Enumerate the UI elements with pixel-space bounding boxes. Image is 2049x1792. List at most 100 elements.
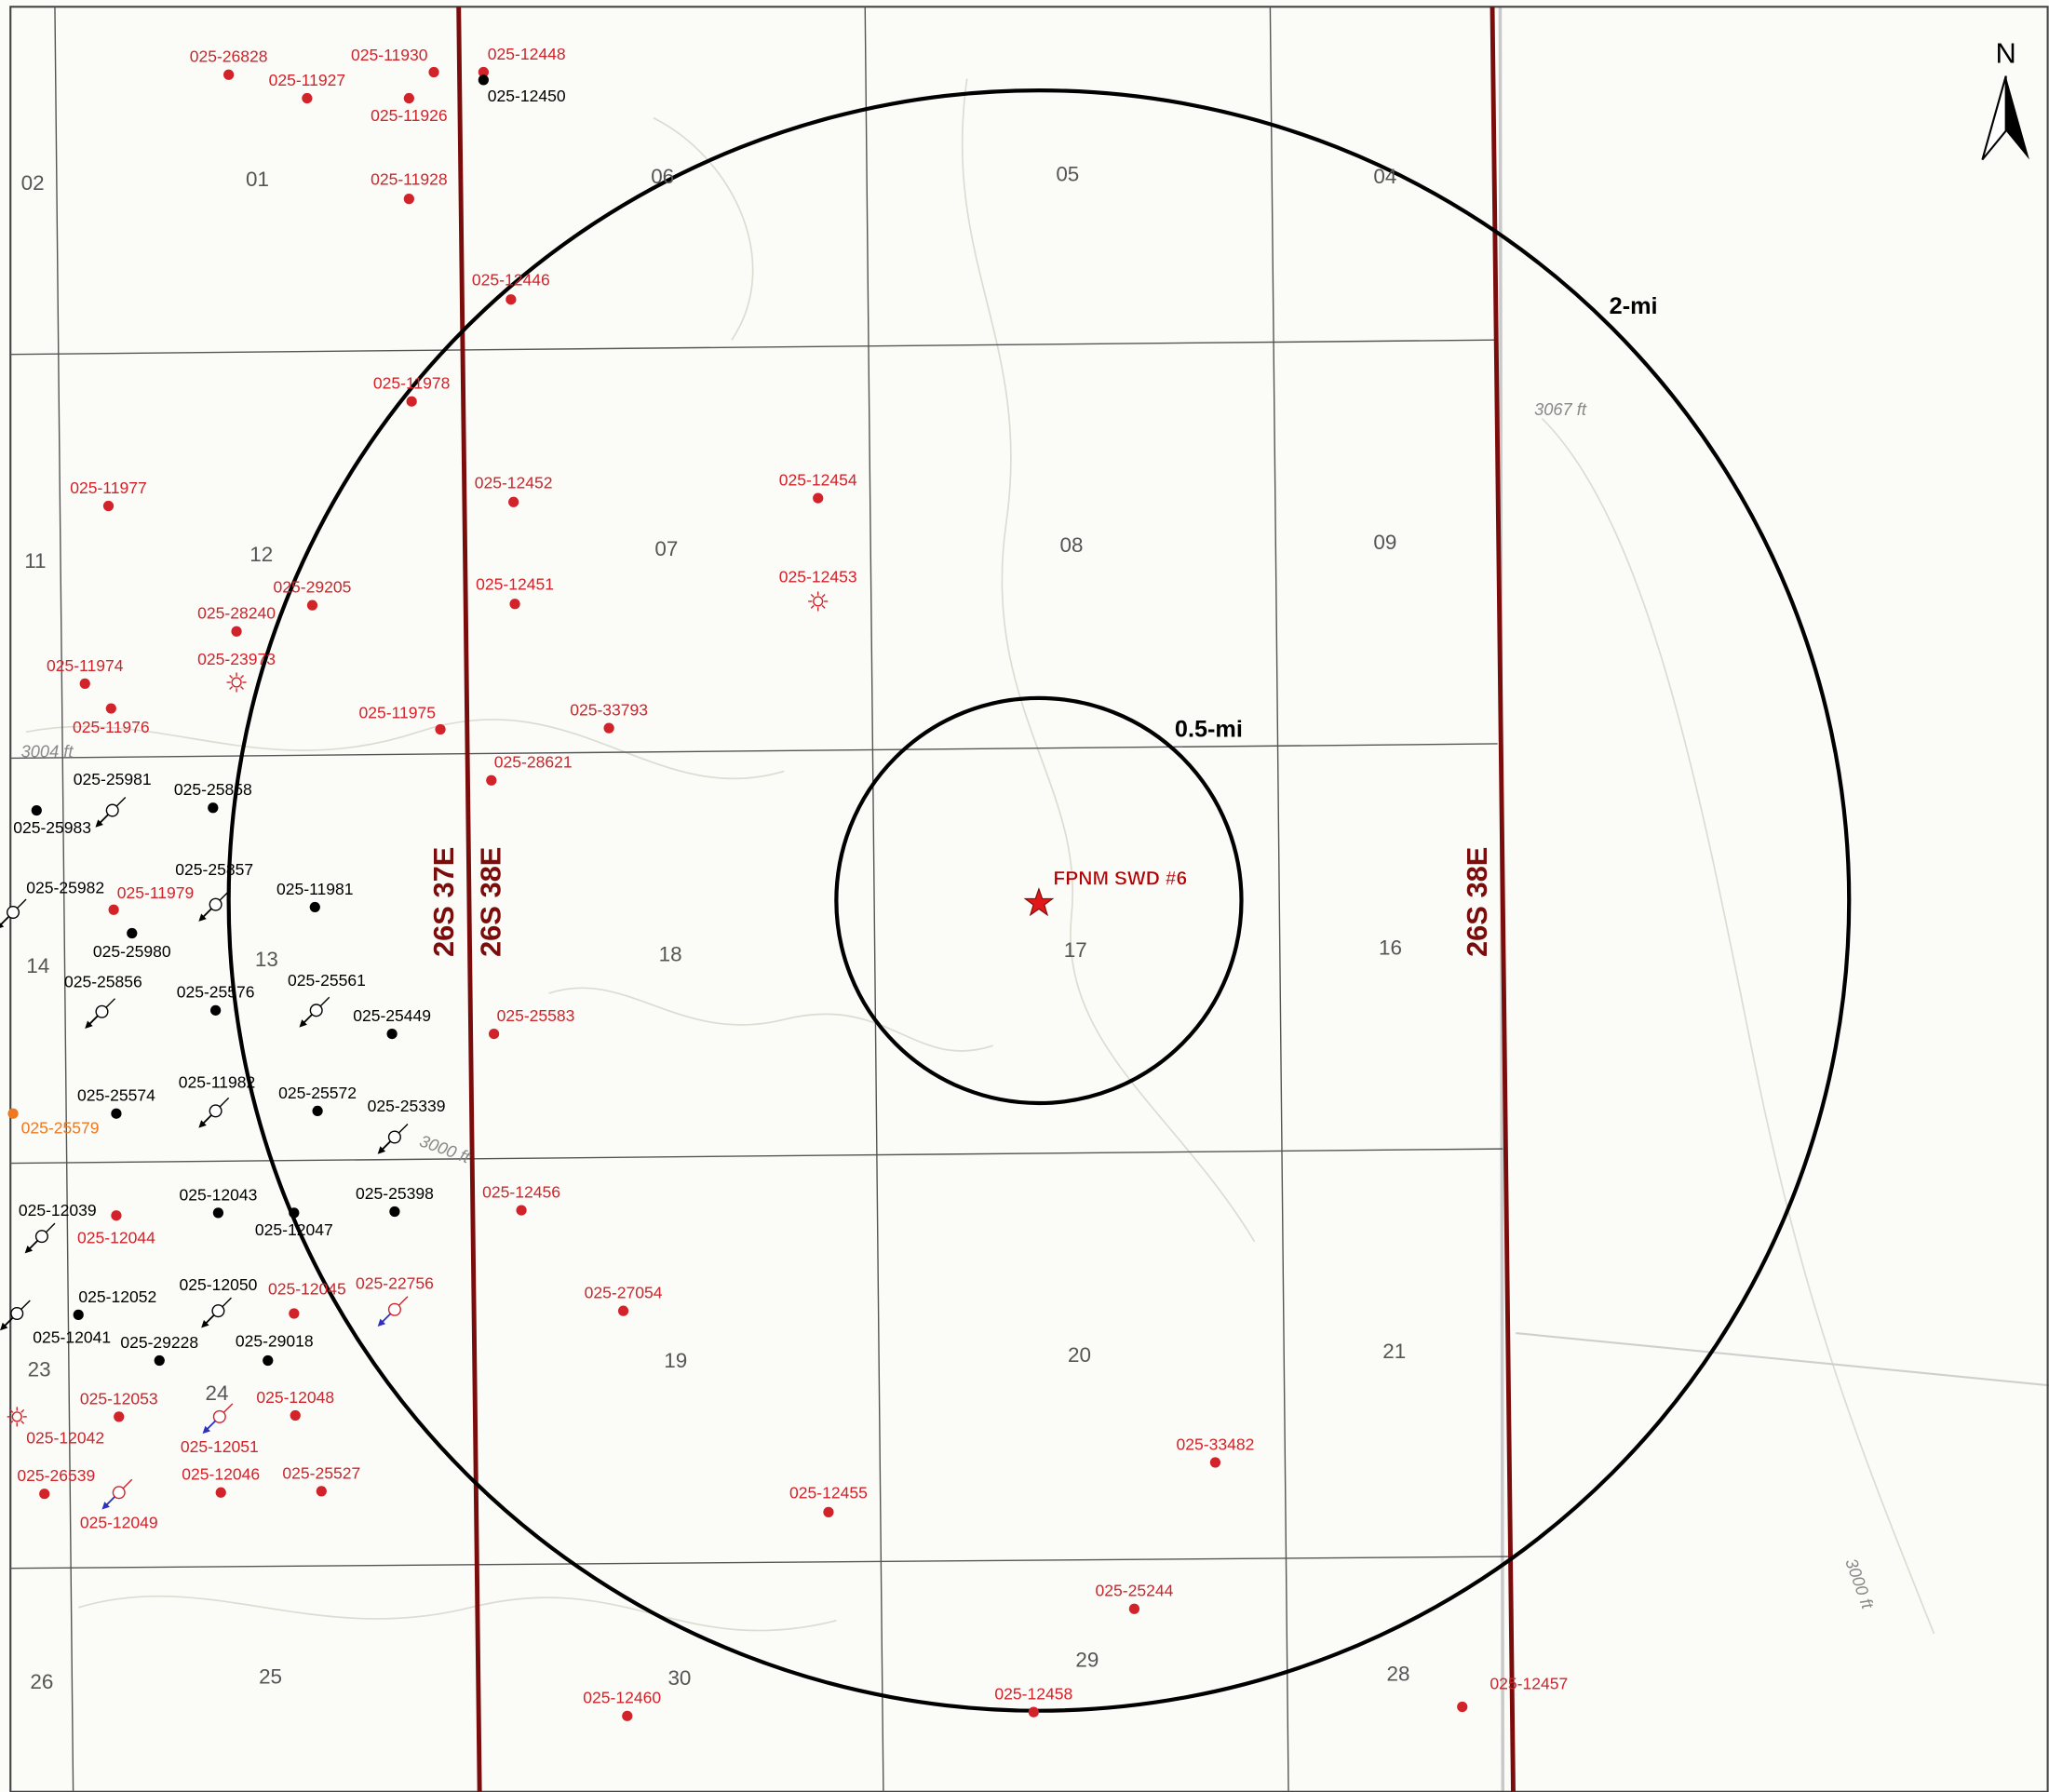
well-dot bbox=[306, 600, 318, 611]
section-number: 01 bbox=[246, 168, 269, 191]
well-label: 025-12457 bbox=[1490, 1674, 1568, 1692]
site-label: FPNM SWD #6 bbox=[1053, 869, 1187, 890]
well-label: 025-12048 bbox=[256, 1388, 334, 1407]
well-arrowhead bbox=[101, 1502, 110, 1510]
well-label: 025-12446 bbox=[472, 271, 550, 290]
well: 025-12458 bbox=[994, 1685, 1072, 1718]
well-ray bbox=[821, 594, 826, 598]
well-ray bbox=[240, 675, 245, 680]
well-arrowhead bbox=[201, 1320, 209, 1328]
well-ray bbox=[20, 1408, 25, 1413]
well: 025-12049 bbox=[80, 1478, 158, 1532]
well: 025-25982 bbox=[0, 878, 104, 928]
elevation-label: 3004 ft bbox=[21, 742, 74, 761]
well: 025-12454 bbox=[779, 470, 857, 504]
well-label: 025-11979 bbox=[117, 883, 195, 902]
well-symbol bbox=[211, 1304, 225, 1318]
well-dot bbox=[111, 1210, 122, 1221]
well-label: 025-12454 bbox=[779, 470, 857, 489]
well-label: 025-29205 bbox=[274, 578, 352, 597]
well-stem bbox=[222, 1403, 234, 1414]
well-dot bbox=[290, 1409, 301, 1421]
well-label: 025-12042 bbox=[26, 1428, 104, 1447]
well-label: 025-11926 bbox=[371, 106, 448, 125]
well-ray bbox=[821, 604, 826, 609]
well-label: 025-12051 bbox=[181, 1437, 259, 1456]
well: 025-25576 bbox=[177, 983, 255, 1016]
well-label: 025-12460 bbox=[583, 1689, 661, 1707]
well: 025-12044 bbox=[77, 1210, 155, 1247]
section-number: 25 bbox=[259, 1665, 282, 1689]
well: 025-12451 bbox=[476, 575, 554, 610]
well-label: 025-12049 bbox=[80, 1514, 158, 1532]
well-dot bbox=[1457, 1701, 1468, 1713]
well: 025-25981 bbox=[74, 770, 152, 828]
well-dot bbox=[102, 500, 115, 512]
well: 025-25527 bbox=[282, 1463, 360, 1497]
well-label: 025-12046 bbox=[182, 1465, 260, 1484]
well-ray bbox=[229, 685, 234, 690]
well-symbol bbox=[387, 1130, 401, 1144]
well: 025-28240 bbox=[197, 604, 276, 637]
section-number: 09 bbox=[1373, 531, 1396, 554]
well-dot bbox=[509, 599, 520, 610]
well-label: 025-12453 bbox=[779, 567, 857, 586]
well: 025-11926 bbox=[371, 92, 448, 125]
well-stem bbox=[20, 1300, 31, 1311]
well-label: 025-12045 bbox=[268, 1279, 346, 1298]
well-label: 025-12448 bbox=[488, 45, 566, 63]
well: 025-33793 bbox=[570, 701, 648, 734]
well-arrowhead bbox=[198, 1120, 207, 1128]
well-dot bbox=[312, 1105, 323, 1117]
well-dot bbox=[108, 904, 119, 915]
well: 025-25579 bbox=[7, 1108, 99, 1138]
well-label: 025-11928 bbox=[371, 170, 448, 189]
well-stem bbox=[398, 1296, 409, 1307]
well: 025-12453 bbox=[779, 567, 857, 612]
well-dot bbox=[208, 802, 219, 814]
well-label: 025-12450 bbox=[488, 87, 566, 105]
well: 025-29228 bbox=[120, 1333, 198, 1367]
well-label: 025-25856 bbox=[64, 972, 142, 990]
well: 025-11978 bbox=[373, 374, 450, 407]
well-ray bbox=[229, 675, 234, 680]
well-label: 025-33793 bbox=[570, 701, 648, 720]
well-symbol bbox=[231, 677, 242, 688]
well-ray bbox=[9, 1420, 14, 1424]
well-stem bbox=[16, 898, 27, 909]
well-dot bbox=[73, 1309, 84, 1321]
well-label: 025-25244 bbox=[1095, 1582, 1173, 1600]
well-dot bbox=[289, 1207, 300, 1219]
well-label: 025-25980 bbox=[93, 942, 171, 961]
well-dot bbox=[209, 1004, 222, 1016]
well-dot bbox=[263, 1354, 274, 1367]
section-number: 06 bbox=[651, 165, 674, 188]
contours bbox=[25, 78, 1935, 1635]
well-label: 025-12053 bbox=[80, 1389, 158, 1408]
well-stem bbox=[222, 1297, 232, 1308]
well: 025-12446 bbox=[472, 271, 550, 305]
well-label: 025-11930 bbox=[351, 46, 428, 64]
well-label: 025-25982 bbox=[26, 878, 104, 896]
section-grid bbox=[10, 7, 1510, 1792]
north-arrow: N bbox=[1981, 36, 2029, 161]
section-number: 14 bbox=[26, 954, 49, 977]
well-label: 025-25858 bbox=[174, 780, 252, 799]
section-number: 18 bbox=[659, 942, 682, 965]
well-dot bbox=[231, 626, 242, 637]
well: 025-11928 bbox=[371, 170, 448, 205]
well-stem bbox=[105, 998, 116, 1009]
well-label: 025-11981 bbox=[276, 880, 354, 898]
well: 025-12452 bbox=[475, 473, 553, 507]
well-label: 025-29018 bbox=[236, 1332, 314, 1351]
township-label: 26S 38E bbox=[474, 847, 506, 957]
section-number: 17 bbox=[1064, 938, 1087, 962]
well: 025-12457 bbox=[1457, 1674, 1568, 1713]
well: 025-11930 bbox=[351, 46, 439, 78]
well-arrowhead bbox=[198, 913, 207, 922]
well-label: 025-11977 bbox=[70, 478, 147, 497]
well-ray bbox=[810, 594, 815, 598]
well-arrowhead bbox=[0, 1322, 8, 1331]
well-label: 025-22756 bbox=[356, 1274, 434, 1293]
